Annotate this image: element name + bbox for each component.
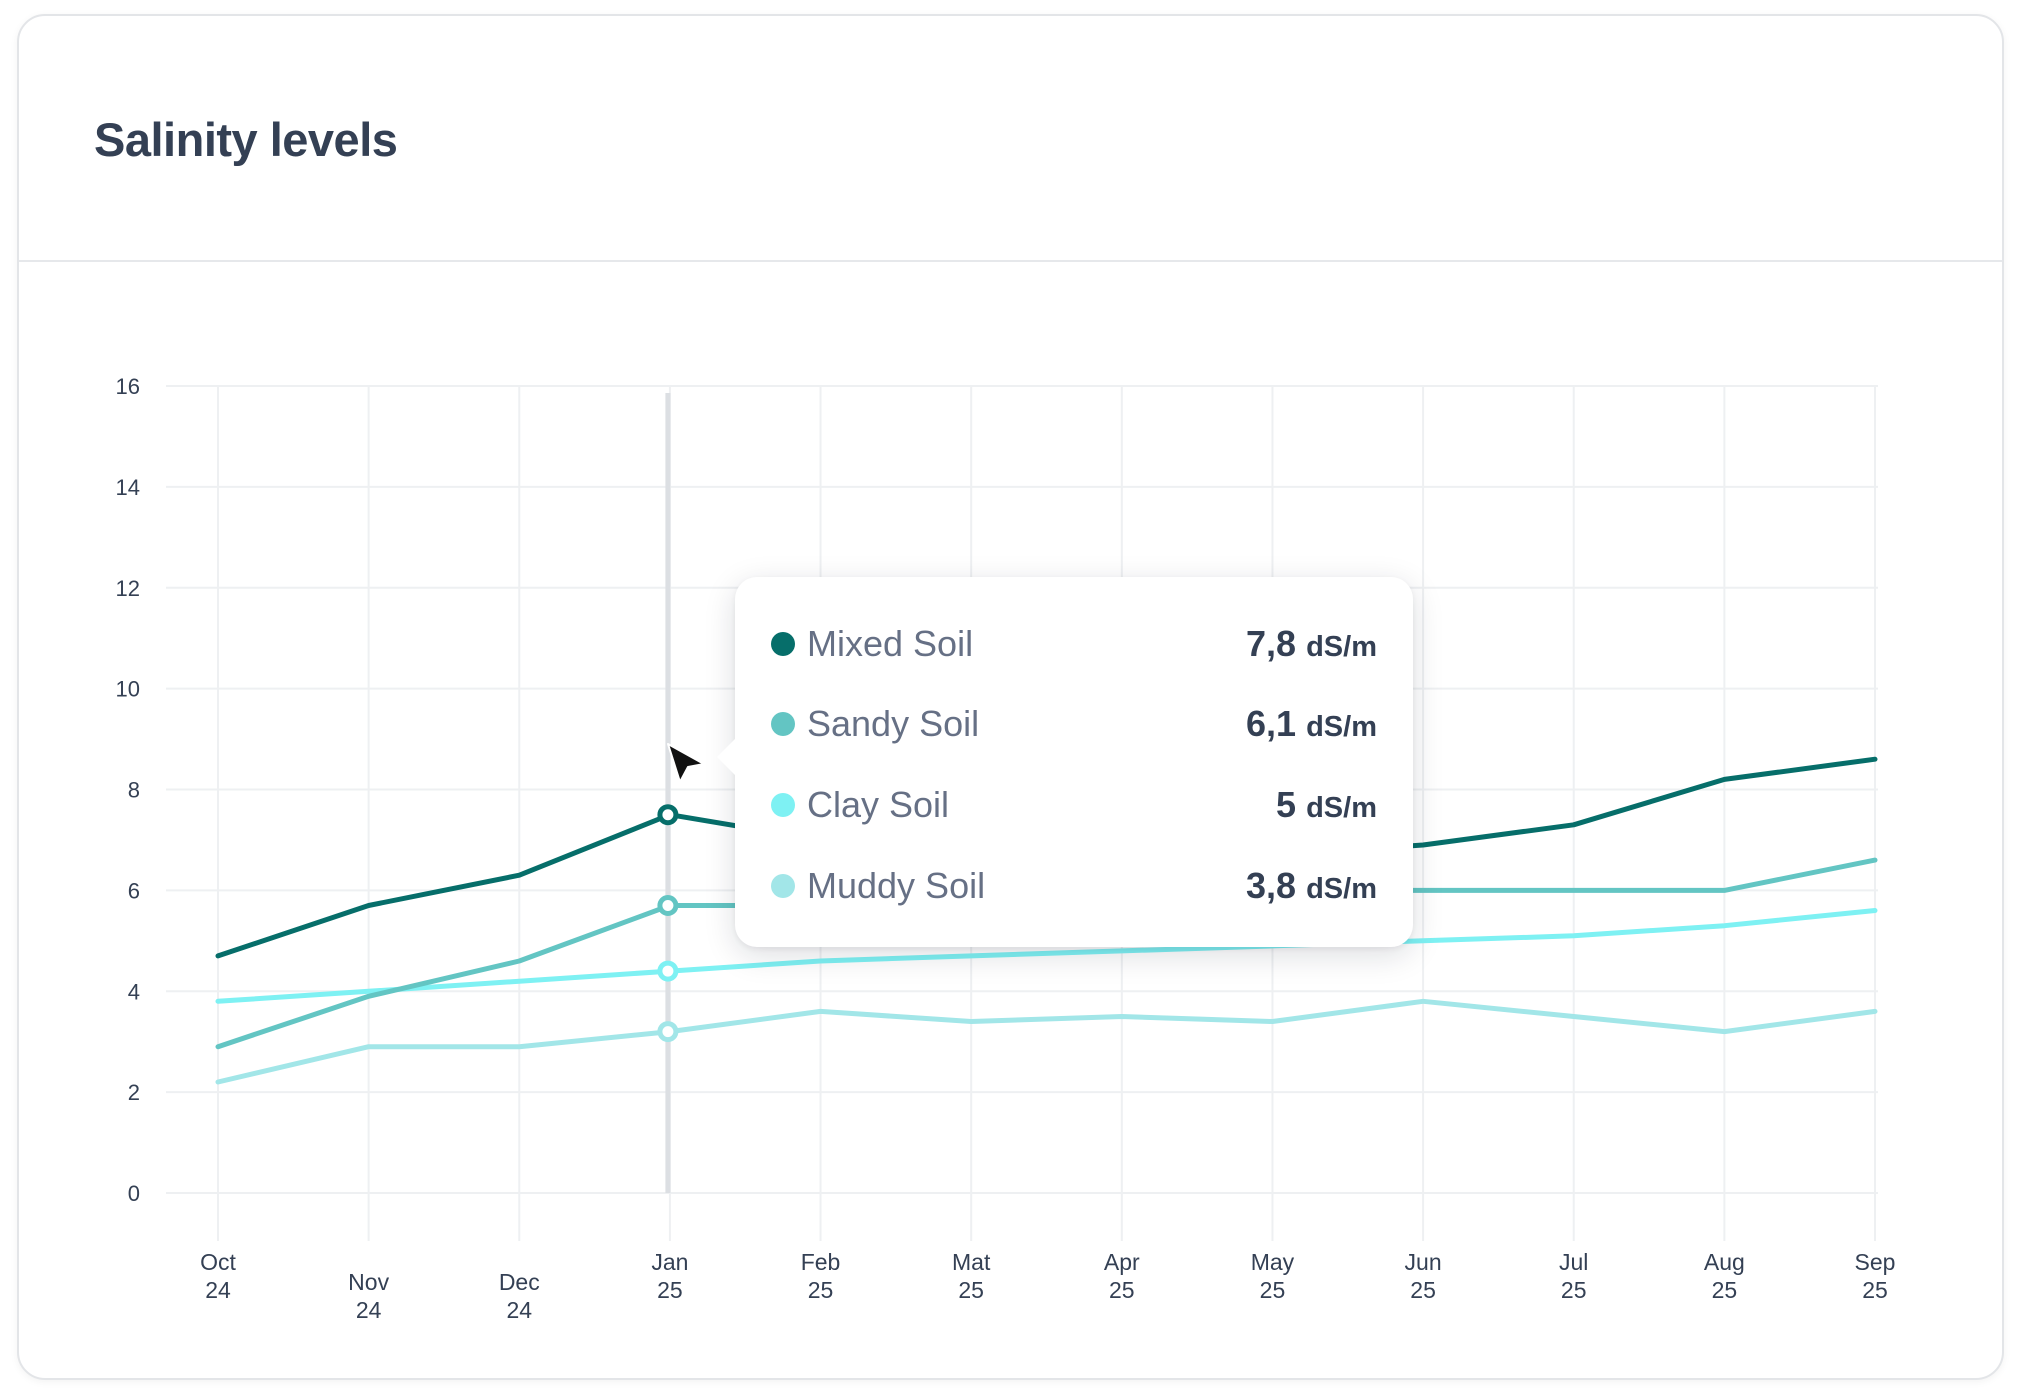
tooltip-series-name: Mixed Soil (807, 623, 974, 664)
hover-marker-sandy-soil (657, 895, 679, 917)
x-tick-label: 25 (958, 1277, 984, 1303)
tooltip-unit: dS/m (1306, 711, 1377, 743)
card-title: Salinity levels (94, 113, 398, 166)
mouse-pointer-icon (667, 743, 705, 783)
y-tick-label: 16 (116, 374, 140, 399)
series-dot-mixed-soil (771, 632, 795, 656)
y-tick-label: 12 (116, 576, 140, 601)
y-tick-label: 0 (128, 1181, 140, 1206)
x-tick-label: Apr (1104, 1249, 1140, 1275)
tooltip-series-name: Clay Soil (807, 784, 950, 825)
series-line-muddy-soil (215, 998, 1878, 1085)
series-dot-sandy-soil (771, 712, 795, 736)
series-dot-clay-soil (771, 793, 795, 817)
tooltip-series-value: 5 dS/m (1276, 784, 1377, 826)
tooltip-value-number: 3,8 (1246, 865, 1297, 906)
series-line-clay-soil (215, 908, 1878, 1004)
tooltip-value-number: 5 (1276, 784, 1297, 825)
tooltip-value-number: 6,1 (1246, 703, 1297, 744)
tooltip-unit: dS/m (1306, 792, 1377, 824)
x-tick-label: 24 (356, 1297, 382, 1323)
tooltip-series-name: Muddy Soil (807, 865, 986, 906)
hover-marker-mixed-soil (657, 804, 679, 826)
tooltip-value-number: 7,8 (1246, 623, 1297, 664)
x-tick-label: 25 (808, 1277, 834, 1303)
y-tick-label: 6 (128, 878, 140, 903)
tooltip-arrow (717, 737, 737, 777)
tooltip-unit: dS/m (1306, 631, 1377, 663)
y-tick-label: 4 (128, 979, 140, 1004)
tooltip-series-value: 7,8 dS/m (1246, 623, 1377, 665)
x-tick-label: 25 (657, 1277, 683, 1303)
x-tick-label: 25 (1712, 1277, 1738, 1303)
hover-marker-clay-soil (657, 960, 679, 982)
card-header: Salinity levels (19, 16, 2002, 262)
x-tick-label: 24 (205, 1277, 231, 1303)
tooltip-row-sandy-soil: Sandy Soil 6,1 dS/m (771, 699, 1377, 749)
y-tick-label: 2 (128, 1080, 140, 1105)
x-tick-label: Dec (499, 1269, 540, 1295)
x-tick-label: Aug (1704, 1249, 1745, 1275)
x-tick-label: Nov (348, 1269, 389, 1295)
hover-marker-muddy-soil (657, 1021, 679, 1043)
tooltip-row-clay-soil: Clay Soil 5 dS/m (771, 780, 1377, 830)
x-tick-label: 24 (506, 1297, 532, 1323)
y-tick-label: 10 (116, 677, 140, 702)
x-tick-label: 25 (1260, 1277, 1286, 1303)
y-tick-label: 8 (128, 778, 140, 803)
chart-tooltip: Mixed Soil 7,8 dS/m Sandy Soil 6,1 dS/m … (717, 577, 1413, 947)
x-tick-label: Jul (1559, 1249, 1588, 1275)
x-tick-label: Oct (200, 1249, 236, 1275)
y-tick-label: 14 (116, 475, 140, 500)
x-tick-label: Feb (801, 1249, 841, 1275)
x-tick-label: May (1251, 1249, 1295, 1275)
tooltip-unit: dS/m (1306, 873, 1377, 905)
x-tick-label: 25 (1561, 1277, 1587, 1303)
x-tick-label: Jan (651, 1249, 688, 1275)
x-tick-label: 25 (1410, 1277, 1436, 1303)
tooltip-row-muddy-soil: Muddy Soil 3,8 dS/m (771, 861, 1377, 911)
x-tick-label: 25 (1109, 1277, 1135, 1303)
series-dot-muddy-soil (771, 874, 795, 898)
tooltip-row-mixed-soil: Mixed Soil 7,8 dS/m (771, 619, 1377, 669)
x-tick-label: Mat (952, 1249, 991, 1275)
tooltip-series-name: Sandy Soil (807, 703, 980, 744)
x-tick-label: 25 (1862, 1277, 1888, 1303)
x-tick-label: Jun (1405, 1249, 1442, 1275)
tooltip-series-value: 3,8 dS/m (1246, 865, 1377, 907)
tooltip-series-value: 6,1 dS/m (1246, 703, 1377, 745)
x-tick-label: Sep (1855, 1249, 1896, 1275)
